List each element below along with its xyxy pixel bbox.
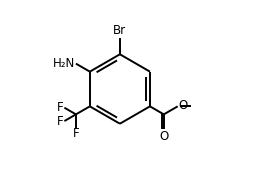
Text: O: O <box>178 100 188 112</box>
Text: Br: Br <box>113 24 126 37</box>
Text: O: O <box>159 130 168 143</box>
Text: F: F <box>73 127 79 140</box>
Text: H₂N: H₂N <box>53 57 75 70</box>
Text: F: F <box>57 114 64 128</box>
Text: F: F <box>57 101 64 114</box>
